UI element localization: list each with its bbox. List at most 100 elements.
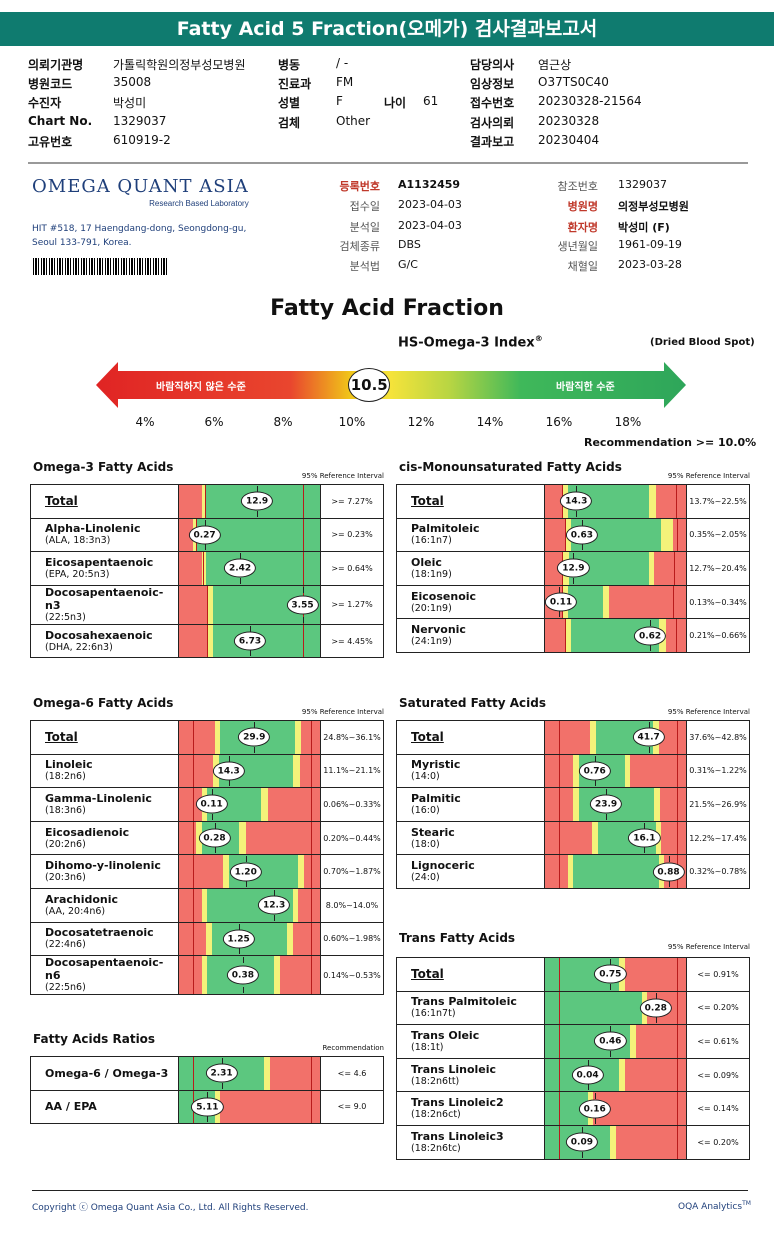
reference-line: [559, 992, 561, 1024]
reference-value-cell: <= 0.20%: [686, 990, 750, 1026]
acid-subtitle: (18:1n9): [411, 568, 452, 580]
reference-value-cell: 0.70%~1.87%: [320, 854, 384, 889]
registration-label: 채혈일: [567, 260, 598, 273]
value-tick: [581, 1151, 583, 1158]
registration-label: 검체종류: [339, 240, 380, 253]
acid-name-cell: Trans Palmitoleic (16:1n7t): [396, 990, 545, 1026]
value-bubble: 0.63: [565, 525, 599, 545]
value-bubble: 0.76: [578, 761, 611, 781]
value-tick: [214, 822, 216, 829]
acid-subtitle: (22:5n3): [45, 611, 86, 623]
level-band: [269, 1057, 320, 1090]
registration-value: DBS: [398, 238, 421, 251]
acid-name-cell: Linoleic (18:2n6): [30, 753, 179, 789]
reference-line: [311, 889, 313, 922]
value-tick: [221, 1082, 223, 1089]
patient-field-label: 병동: [278, 58, 301, 72]
reference-value-cell: 24.8%~36.1%: [320, 720, 384, 755]
registration-label: 접수일: [349, 200, 380, 213]
acid-name: Total: [411, 493, 444, 508]
acid-name-cell: Total: [396, 484, 545, 519]
level-band: [179, 855, 224, 888]
level-bar-cell: 1.20: [178, 854, 321, 889]
index-value-bubble: 10.5: [348, 368, 391, 402]
value-tick: [668, 880, 670, 887]
acid-name: Docosatetraenoic: [45, 926, 154, 940]
patient-field-value: 박성미: [113, 96, 147, 110]
level-band: [303, 855, 320, 888]
bad-level-label: 바람직하지 않은 수준: [156, 382, 246, 393]
acid-name: Docosapentaenoic-n6: [45, 956, 164, 983]
level-bar-cell: 0.11: [178, 787, 321, 822]
acid-name-cell: Eicosapentaenoic (EPA, 20:5n3): [30, 551, 179, 586]
value-tick: [245, 880, 247, 887]
acid-name: Trans Linoleic: [411, 1062, 497, 1076]
value-bubble: 0.28: [198, 828, 231, 848]
value-tick: [594, 1117, 596, 1124]
level-bar-cell: 29.9: [178, 720, 321, 755]
patient-field-value: FM: [336, 75, 354, 89]
reference-value-cell: 0.13%~0.34%: [686, 584, 750, 620]
patient-field-value: F: [336, 94, 343, 108]
value-tick: [587, 1059, 589, 1066]
acid-name: Palmitoleic: [411, 522, 480, 536]
acid-name-cell: Dihomo-y-linolenic (20:3n6): [30, 854, 179, 889]
patient-field-value: 20230328: [538, 114, 600, 128]
reference-line: [677, 788, 679, 821]
registration-value: G/C: [398, 258, 418, 271]
acid-name: Docosahexaenoic: [45, 628, 153, 642]
reference-line: [559, 958, 561, 991]
registration-label: 등록번호: [339, 180, 380, 193]
reference-line: [311, 923, 313, 955]
reference-value-cell: 37.6%~42.8%: [686, 720, 750, 755]
footer-brand: OQA AnalyticsTM: [678, 1200, 751, 1212]
value-bubble: 0.88: [652, 862, 685, 882]
value-tick: [221, 1058, 223, 1064]
level-band: [630, 1025, 637, 1058]
level-band: [545, 721, 591, 754]
level-band: [591, 822, 599, 854]
level-band: [661, 822, 686, 854]
acid-name: Total: [411, 729, 444, 744]
acid-name: Omega-6 / Omega-3: [45, 1066, 169, 1080]
value-bubble: 29.9: [238, 727, 271, 747]
registration-info: 등록번호 A1132459 접수일 2023-04-03 분석일 2023-04-03 검체…: [0, 0, 774, 290]
value-tick: [207, 1116, 209, 1123]
value-bubble: 12.9: [240, 491, 274, 511]
acid-name-cell: Palmitic (16:0): [396, 787, 545, 822]
level-band: [238, 822, 247, 854]
level-band: [261, 788, 269, 821]
level-band: [610, 1126, 617, 1159]
acid-subtitle: (18:3n6): [45, 804, 86, 816]
fatty-acid-table: Total 12.9 >= 7.27% Alpha-Linolenic (ALA, 18…: [30, 484, 384, 659]
value-bubble: 0.11: [195, 794, 228, 814]
acid-name-cell: Trans Linoleic (18:2n6tt): [396, 1057, 545, 1093]
level-bar-cell: 0.09: [544, 1124, 687, 1160]
acid-name-cell: Total: [30, 720, 179, 755]
scale-tick-label: 12%: [407, 415, 435, 429]
level-band: [654, 788, 661, 821]
table-row: Linoleic (18:2n6) 14.3 11.1%~21.1%: [30, 753, 384, 789]
value-tick: [302, 586, 304, 593]
value-tick: [668, 856, 670, 863]
value-bubble: 0.04: [571, 1065, 604, 1085]
reference-line: [677, 992, 679, 1024]
acid-subtitle: (16:1n7t): [411, 1008, 456, 1020]
reference-line: [302, 625, 304, 657]
reference-value-cell: >= 1.27%: [320, 584, 384, 625]
level-band: [179, 721, 215, 754]
reference-interval-header: Recommendation: [322, 1044, 384, 1052]
reference-line: [677, 519, 679, 551]
barcode: [33, 258, 167, 275]
reference-line: [675, 485, 677, 518]
level-band: [635, 1025, 686, 1058]
patient-field-label: 고유번호: [28, 135, 73, 149]
section-title: Saturated Fatty Acids: [399, 696, 546, 710]
acid-name-cell: Eicosadienoic (20:2n6): [30, 820, 179, 856]
level-band: [295, 721, 302, 754]
value-tick: [594, 780, 596, 787]
value-bubble: 5.11: [191, 1097, 224, 1117]
reference-line: [311, 755, 313, 787]
acid-name: Dihomo-y-linolenic: [45, 859, 161, 873]
reference-line: [677, 1092, 679, 1125]
